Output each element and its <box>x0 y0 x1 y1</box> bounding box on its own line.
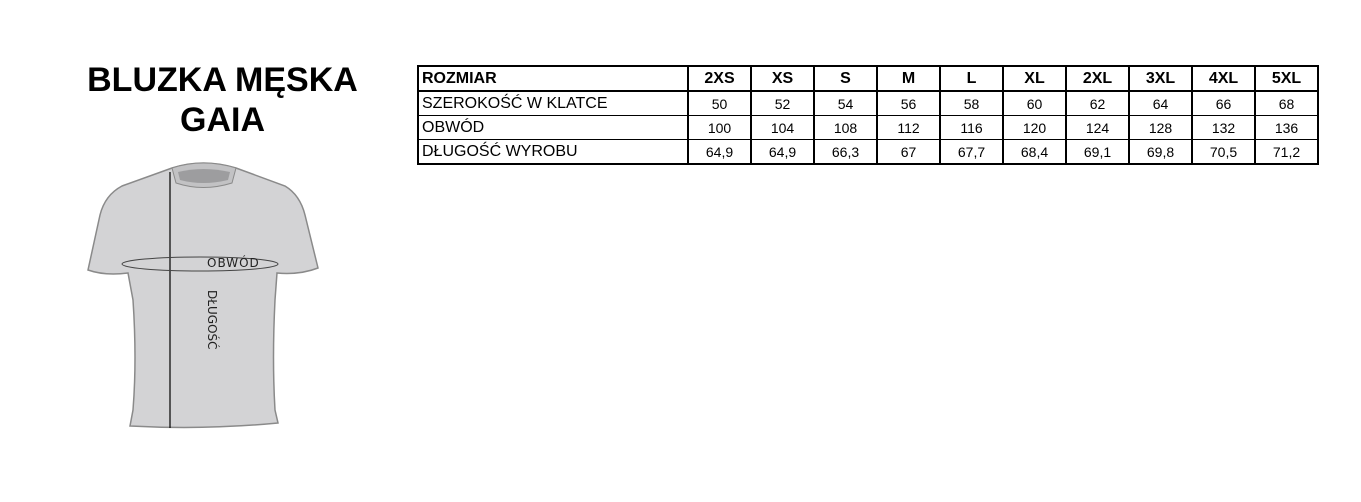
table-cell: 128 <box>1128 115 1193 140</box>
size-table: ROZMIAR 2XS XS S M L XL 2XL 3XL 4XL 5XL … <box>417 65 1319 165</box>
table-cell: 58 <box>939 90 1004 116</box>
size-header: L <box>939 65 1004 92</box>
product-title: BLUZKA MĘSKA GAIA <box>60 60 385 140</box>
table-cell: 70,5 <box>1191 139 1256 165</box>
table-header-row: ROZMIAR 2XS XS S M L XL 2XL 3XL 4XL 5XL <box>417 65 1319 92</box>
table-cell: 60 <box>1002 90 1067 116</box>
table-cell: 67 <box>876 139 941 165</box>
row-label: DŁUGOŚĆ WYROBU <box>417 139 689 165</box>
table-row: DŁUGOŚĆ WYROBU 64,9 64,9 66,3 67 67,7 68,4 69,1… <box>417 139 1319 165</box>
table-cell: 50 <box>687 90 752 116</box>
table-cell: 64,9 <box>687 139 752 165</box>
table-cell: 132 <box>1191 115 1256 140</box>
table-cell: 112 <box>876 115 941 140</box>
table-cell: 120 <box>1002 115 1067 140</box>
size-header: 2XL <box>1065 65 1130 92</box>
girth-ellipse <box>121 256 279 272</box>
size-header: 5XL <box>1254 65 1319 92</box>
table-cell: 116 <box>939 115 1004 140</box>
size-header: 2XS <box>687 65 752 92</box>
tshirt-body <box>87 162 319 429</box>
table-cell: 71,2 <box>1254 139 1319 165</box>
table-cell: 66,3 <box>813 139 878 165</box>
table-cell: 64,9 <box>750 139 815 165</box>
table-cell: 54 <box>813 90 878 116</box>
title-line-1: BLUZKA MĘSKA <box>87 61 358 99</box>
size-header: M <box>876 65 941 92</box>
size-header: 4XL <box>1191 65 1256 92</box>
table-cell: 52 <box>750 90 815 116</box>
title-line-2: GAIA <box>180 101 265 139</box>
table-cell: 136 <box>1254 115 1319 140</box>
table-cell: 124 <box>1065 115 1130 140</box>
size-header: XS <box>750 65 815 92</box>
table-cell: 66 <box>1191 90 1256 116</box>
table-cell: 56 <box>876 90 941 116</box>
table-cell: 108 <box>813 115 878 140</box>
table-cell: 68 <box>1254 90 1319 116</box>
table-cell: 69,8 <box>1128 139 1193 165</box>
table-cell: 69,1 <box>1065 139 1130 165</box>
size-header: S <box>813 65 878 92</box>
table-row: OBWÓD 100 104 108 112 116 120 124 128 132 136 <box>417 115 1319 140</box>
header-label: ROZMIAR <box>417 65 689 92</box>
tshirt-diagram: OBWÓD DŁUGOŚĆ <box>87 162 319 429</box>
row-label: OBWÓD <box>417 115 689 140</box>
size-header: 3XL <box>1128 65 1193 92</box>
table-row: SZEROKOŚĆ W KLATCE 50 52 54 56 58 60 62 64 66 68 <box>417 90 1319 116</box>
collar-inner <box>178 169 230 183</box>
length-label: DŁUGOŚĆ <box>205 290 220 350</box>
table-cell: 104 <box>750 115 815 140</box>
size-header: XL <box>1002 65 1067 92</box>
table-cell: 62 <box>1065 90 1130 116</box>
table-cell: 67,7 <box>939 139 1004 165</box>
girth-label: OBWÓD <box>207 255 260 270</box>
table-cell: 68,4 <box>1002 139 1067 165</box>
table-cell: 64 <box>1128 90 1193 116</box>
row-label: SZEROKOŚĆ W KLATCE <box>417 90 689 116</box>
table-cell: 100 <box>687 115 752 140</box>
